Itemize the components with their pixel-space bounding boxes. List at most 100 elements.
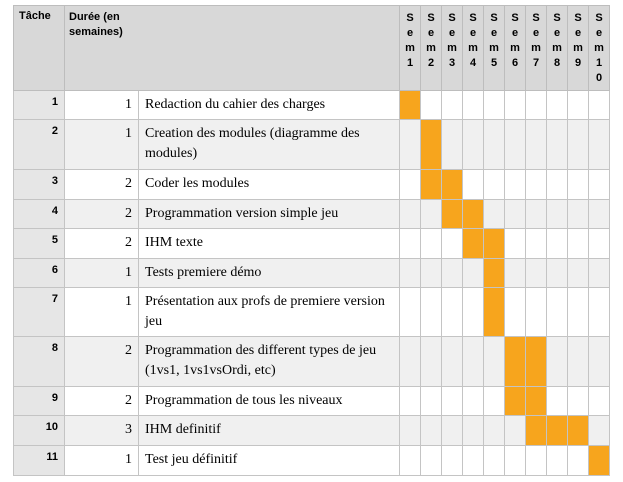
gantt-empty-cell: [546, 90, 568, 120]
table-row: 8 2 Programmation des different types de j…: [13, 336, 610, 387]
gantt-bar-cell: [483, 228, 505, 259]
table-row: 3 2 Coder les modules: [13, 169, 610, 200]
gantt-empty-cell: [399, 119, 421, 170]
gantt-bar-cell: [567, 415, 589, 446]
gantt-empty-cell: [546, 258, 568, 288]
gantt-empty-cell: [567, 119, 589, 170]
table-row: 11 1 Test jeu définitif: [13, 445, 610, 476]
task-name: Programmation des different types de jeu…: [138, 336, 400, 387]
gantt-empty-cell: [504, 90, 526, 120]
header-row: Tâche Durée (en semaines) Sem1 Sem2 Sem3…: [13, 5, 610, 91]
gantt-empty-cell: [525, 287, 547, 337]
gantt-bar-cell: [462, 228, 484, 259]
task-name: Creation des modules (diagramme des modu…: [138, 119, 400, 170]
table-row: 7 1 Présentation aux profs de premiere ver…: [13, 287, 610, 337]
task-name: Tests premiere démo: [138, 258, 400, 288]
gantt-empty-cell: [441, 445, 463, 476]
gantt-empty-cell: [525, 445, 547, 476]
gantt-empty-cell: [504, 445, 526, 476]
task-name: Redaction du cahier des charges: [138, 90, 400, 120]
gantt-empty-cell: [399, 287, 421, 337]
task-number: 2: [13, 119, 65, 170]
table-row: 5 2 IHM texte: [13, 228, 610, 259]
gantt-empty-cell: [420, 258, 442, 288]
header-week-10: Sem10: [588, 5, 610, 91]
gantt-empty-cell: [546, 287, 568, 337]
task-duration: 2: [64, 228, 139, 259]
task-duration: 2: [64, 199, 139, 229]
gantt-bar-cell: [525, 415, 547, 446]
gantt-empty-cell: [483, 445, 505, 476]
gantt-empty-cell: [567, 287, 589, 337]
table-row: 9 2 Programmation de tous les niveaux: [13, 386, 610, 416]
gantt-empty-cell: [588, 228, 610, 259]
task-duration: 1: [64, 258, 139, 288]
gantt-empty-cell: [504, 169, 526, 200]
task-name: Programmation de tous les niveaux: [138, 386, 400, 416]
gantt-empty-cell: [588, 287, 610, 337]
gantt-empty-cell: [420, 336, 442, 387]
gantt-empty-cell: [546, 199, 568, 229]
gantt-empty-cell: [504, 287, 526, 337]
task-duration: 1: [64, 287, 139, 337]
gantt-empty-cell: [525, 169, 547, 200]
gantt-empty-cell: [441, 336, 463, 387]
gantt-empty-cell: [441, 228, 463, 259]
task-name: IHM definitif: [138, 415, 400, 446]
task-duration: 1: [64, 445, 139, 476]
gantt-empty-cell: [399, 258, 421, 288]
gantt-empty-cell: [420, 90, 442, 120]
gantt-empty-cell: [441, 258, 463, 288]
gantt-bar-cell: [525, 386, 547, 416]
gantt-bar-cell: [483, 287, 505, 337]
gantt-empty-cell: [567, 386, 589, 416]
gantt-empty-cell: [462, 386, 484, 416]
gantt-empty-cell: [504, 199, 526, 229]
header-week-2: Sem2: [420, 5, 442, 91]
gantt-bar-cell: [504, 336, 526, 387]
gantt-empty-cell: [504, 258, 526, 288]
header-week-3: Sem3: [441, 5, 463, 91]
header-week-9: Sem9: [567, 5, 589, 91]
gantt-empty-cell: [462, 119, 484, 170]
gantt-empty-cell: [462, 258, 484, 288]
gantt-empty-cell: [567, 336, 589, 387]
gantt-bar-cell: [420, 169, 442, 200]
gantt-empty-cell: [483, 386, 505, 416]
gantt-empty-cell: [546, 336, 568, 387]
gantt-empty-cell: [567, 169, 589, 200]
task-duration: 2: [64, 386, 139, 416]
gantt-empty-cell: [567, 199, 589, 229]
header-week-4: Sem4: [462, 5, 484, 91]
gantt-empty-cell: [462, 336, 484, 387]
gantt-empty-cell: [525, 258, 547, 288]
gantt-empty-cell: [441, 415, 463, 446]
gantt-empty-cell: [525, 228, 547, 259]
gantt-empty-cell: [441, 287, 463, 337]
header-task: Tâche: [13, 5, 65, 91]
gantt-empty-cell: [441, 119, 463, 170]
gantt-empty-cell: [462, 445, 484, 476]
table-row: 2 1 Creation des modules (diagramme des mo…: [13, 119, 610, 170]
gantt-bar-cell: [399, 90, 421, 120]
gantt-empty-cell: [483, 119, 505, 170]
task-number: 9: [13, 386, 65, 416]
gantt-bar-cell: [504, 386, 526, 416]
gantt-empty-cell: [399, 445, 421, 476]
gantt-empty-cell: [588, 90, 610, 120]
gantt-empty-cell: [567, 258, 589, 288]
gantt-empty-cell: [567, 445, 589, 476]
gantt-empty-cell: [420, 228, 442, 259]
table-row: 10 3 IHM definitif: [13, 415, 610, 446]
gantt-empty-cell: [483, 199, 505, 229]
gantt-empty-cell: [567, 90, 589, 120]
gantt-empty-cell: [483, 336, 505, 387]
gantt-empty-cell: [588, 386, 610, 416]
gantt-empty-cell: [588, 199, 610, 229]
gantt-empty-cell: [546, 386, 568, 416]
gantt-empty-cell: [546, 169, 568, 200]
gantt-empty-cell: [483, 415, 505, 446]
task-duration: 2: [64, 336, 139, 387]
task-number: 7: [13, 287, 65, 337]
gantt-empty-cell: [546, 119, 568, 170]
